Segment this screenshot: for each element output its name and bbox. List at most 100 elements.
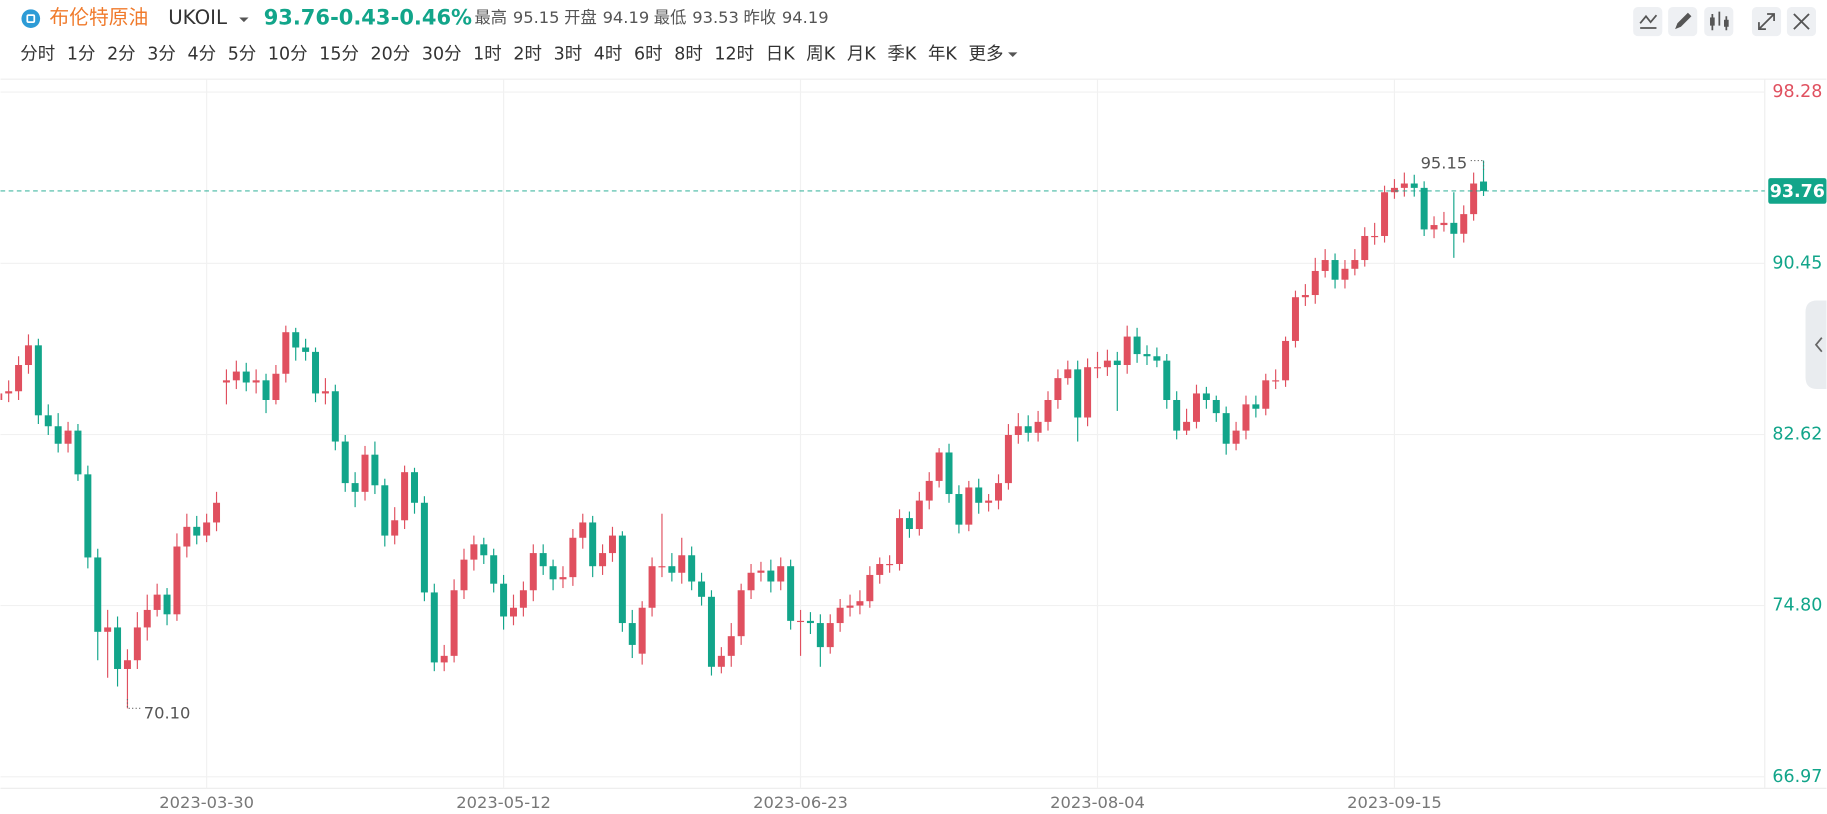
candle-body: [1212, 399, 1220, 414]
timeframe-tab[interactable]: 6时: [634, 45, 663, 65]
candle-body: [1351, 260, 1359, 269]
y-tick-label: 66.97: [1772, 767, 1822, 787]
candle-body: [876, 564, 884, 575]
candle-body: [15, 365, 23, 392]
candle-body: [737, 590, 745, 637]
symbol-name[interactable]: 布伦特原油: [49, 6, 148, 29]
candle-body: [1341, 268, 1349, 280]
timeframe-tab[interactable]: 5分: [228, 45, 257, 65]
timeframe-tab[interactable]: 10分: [268, 45, 308, 65]
candle-body: [411, 472, 418, 503]
timeframe-tab[interactable]: 20分: [371, 45, 411, 65]
candle-body: [54, 426, 62, 444]
candle-body: [44, 415, 52, 427]
candle-body: [312, 351, 320, 394]
candle-body: [688, 555, 696, 582]
candle-body: [589, 522, 597, 567]
candle-body: [549, 566, 557, 580]
timeframe-tab[interactable]: 8时: [674, 45, 703, 65]
candle-body: [1163, 360, 1171, 400]
candle-body: [430, 592, 438, 663]
timeframe-tab[interactable]: 1时: [473, 45, 502, 65]
candle-body: [787, 566, 795, 621]
candle-body: [163, 594, 171, 615]
candle-body: [866, 574, 874, 602]
timeframe-tab[interactable]: 日K: [766, 45, 795, 65]
candle-body: [1371, 235, 1379, 238]
candle-body: [173, 546, 181, 615]
symbol-icon-glyph: [26, 14, 36, 23]
y-tick-label: 82.62: [1772, 425, 1822, 445]
candle-body: [183, 526, 191, 547]
timeframe-tab[interactable]: 30分: [422, 45, 462, 65]
min-connector: [126, 699, 142, 709]
candle-body: [480, 544, 488, 556]
candle-body: [1460, 214, 1468, 234]
timeframe-tab[interactable]: 年K: [928, 45, 957, 65]
tool-button[interactable]: [1633, 6, 1663, 37]
candle-body: [1361, 235, 1369, 261]
timeframe-tab[interactable]: 月K: [847, 45, 876, 65]
timeframe-tab[interactable]: 4分: [188, 45, 217, 65]
timeframe-tab[interactable]: 1分: [67, 45, 96, 65]
candle-body: [203, 522, 211, 536]
candle-body: [529, 553, 537, 591]
timeframe-tab[interactable]: 分时: [20, 45, 55, 65]
candle-body: [559, 577, 567, 580]
candle-body: [1044, 399, 1052, 422]
candle-body: [282, 332, 290, 374]
timeframe-tab[interactable]: 周K: [806, 45, 835, 65]
y-tick-label: 98.28: [1772, 82, 1822, 102]
timeframe-tab[interactable]: 2时: [513, 45, 542, 65]
timeframe-tab[interactable]: 3时: [554, 45, 583, 65]
candle-body: [450, 590, 458, 656]
x-tick-label: 2023-09-15: [1347, 793, 1442, 812]
timeframe-tab[interactable]: 15分: [319, 45, 359, 65]
candle-body: [143, 609, 151, 628]
more-caret[interactable]: [1008, 52, 1018, 58]
candle-body: [133, 627, 141, 661]
candle-body: [153, 594, 161, 610]
candle-body: [1064, 369, 1072, 379]
candle-body: [826, 623, 834, 648]
candle-body: [579, 522, 587, 538]
candle-body: [252, 380, 260, 383]
y-tick-label: 90.45: [1772, 253, 1822, 273]
symbol-code[interactable]: UKOIL: [168, 6, 227, 29]
timeframe-tab[interactable]: 4时: [594, 45, 623, 65]
candle-body: [836, 607, 844, 624]
candle-body: [896, 518, 904, 565]
candle-body: [1034, 421, 1042, 433]
candle-body: [1321, 260, 1329, 271]
candle-body: [401, 472, 409, 521]
candle-body: [618, 535, 626, 624]
timeframe-tab[interactable]: 3分: [147, 45, 176, 65]
symbol-caret[interactable]: [239, 17, 249, 23]
timeframe-tab[interactable]: 2分: [107, 45, 136, 65]
min-label: 70.10: [144, 704, 191, 723]
candle-body: [925, 480, 933, 501]
candle-body: [331, 391, 339, 442]
candle-body: [727, 636, 735, 656]
candle-body: [648, 566, 656, 608]
candle-body: [341, 441, 349, 484]
candle-body: [292, 332, 300, 348]
symbol-icon: [21, 9, 41, 28]
tool-icon: [1710, 17, 1715, 26]
candle-body: [1381, 192, 1389, 236]
candle-body: [1252, 404, 1260, 409]
timeframe-tab[interactable]: 12时: [714, 45, 754, 65]
candle-body: [757, 570, 765, 573]
candle-body: [806, 620, 814, 624]
timeframe-tab[interactable]: 季K: [887, 45, 916, 65]
candle-body: [94, 557, 102, 632]
timeframe-tab[interactable]: 更多: [969, 45, 1004, 65]
candle-body: [1410, 183, 1418, 188]
candle-body: [1311, 270, 1319, 296]
candle-body: [1004, 434, 1012, 484]
candle-body: [1074, 369, 1082, 418]
candle-body: [698, 581, 706, 597]
candle-body: [381, 485, 389, 536]
candle-body: [628, 623, 636, 645]
candle-body: [1282, 340, 1290, 381]
